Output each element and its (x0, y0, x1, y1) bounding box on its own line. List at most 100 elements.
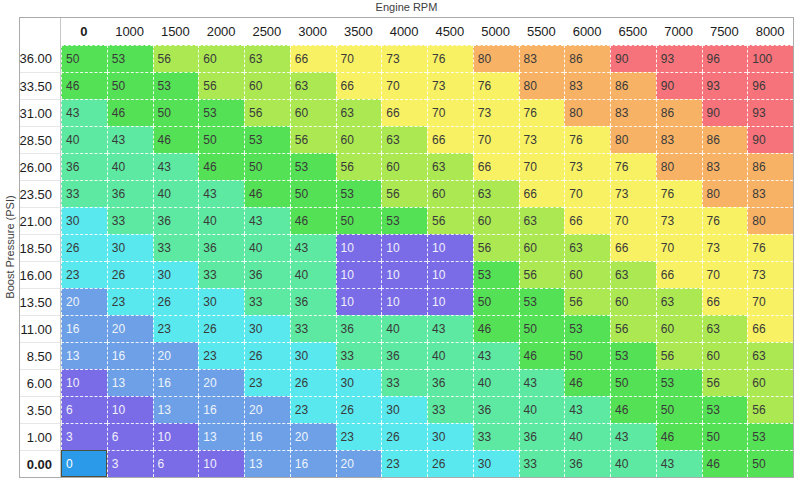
table-cell[interactable]: 80 (473, 45, 519, 72)
col-header-3500[interactable]: 3500 (336, 18, 382, 45)
table-cell[interactable]: 66 (473, 153, 519, 180)
table-cell[interactable]: 46 (198, 153, 244, 180)
table-cell[interactable]: 93 (702, 72, 748, 99)
table-cell[interactable]: 90 (610, 45, 656, 72)
table-cell[interactable]: 56 (473, 234, 519, 261)
table-cell[interactable]: 60 (290, 99, 336, 126)
table-cell[interactable]: 66 (427, 126, 473, 153)
table-cell[interactable]: 23 (244, 369, 290, 396)
table-cell[interactable]: 83 (564, 72, 610, 99)
table-cell[interactable]: 20 (61, 288, 107, 315)
table-cell[interactable]: 36 (336, 315, 382, 342)
table-cell[interactable]: 56 (290, 126, 336, 153)
table-cell[interactable]: 40 (107, 153, 153, 180)
table-cell[interactable]: 53 (610, 342, 656, 369)
table-cell[interactable]: 36 (381, 342, 427, 369)
table-cell[interactable]: 13 (153, 396, 199, 423)
table-cell[interactable]: 56 (336, 153, 382, 180)
table-cell[interactable]: 43 (473, 342, 519, 369)
table-cell[interactable]: 16 (61, 315, 107, 342)
table-cell[interactable]: 73 (427, 72, 473, 99)
table-cell[interactable]: 40 (244, 234, 290, 261)
table-cell[interactable]: 33 (198, 261, 244, 288)
table-cell[interactable]: 53 (564, 315, 610, 342)
table-cell[interactable]: 70 (427, 99, 473, 126)
table-cell[interactable]: 30 (381, 396, 427, 423)
table-cell[interactable]: 43 (244, 207, 290, 234)
table-cell[interactable]: 66 (702, 288, 748, 315)
table-cell[interactable]: 73 (519, 126, 565, 153)
table-cell[interactable]: 53 (107, 45, 153, 72)
table-cell[interactable]: 76 (427, 45, 473, 72)
table-cell[interactable]: 66 (336, 72, 382, 99)
table-cell[interactable]: 33 (153, 234, 199, 261)
row-header-33.50[interactable]: 33.50 (20, 72, 61, 99)
table-cell[interactable]: 43 (61, 99, 107, 126)
col-header-3000[interactable]: 3000 (290, 18, 336, 45)
table-cell[interactable]: 60 (427, 180, 473, 207)
table-cell[interactable]: 43 (656, 450, 702, 477)
table-cell[interactable]: 70 (702, 261, 748, 288)
table-cell[interactable]: 93 (656, 45, 702, 72)
col-header-1500[interactable]: 1500 (153, 18, 199, 45)
table-cell[interactable]: 43 (198, 180, 244, 207)
table-cell[interactable]: 43 (564, 396, 610, 423)
row-header-1.00[interactable]: 1.00 (20, 423, 61, 450)
table-cell[interactable]: 26 (427, 450, 473, 477)
table-cell[interactable]: 10 (107, 396, 153, 423)
table-cell[interactable]: 73 (610, 180, 656, 207)
table-cell[interactable]: 33 (244, 288, 290, 315)
table-cell[interactable]: 40 (519, 396, 565, 423)
table-cell[interactable]: 50 (198, 126, 244, 153)
table-cell[interactable]: 56 (427, 207, 473, 234)
table-cell[interactable]: 80 (702, 180, 748, 207)
table-cell[interactable]: 60 (198, 45, 244, 72)
col-header-7500[interactable]: 7500 (702, 18, 748, 45)
table-cell[interactable]: 46 (107, 99, 153, 126)
table-cell[interactable]: 26 (336, 396, 382, 423)
table-cell[interactable]: 30 (153, 261, 199, 288)
col-header-7000[interactable]: 7000 (656, 18, 702, 45)
table-cell[interactable]: 3 (107, 450, 153, 477)
table-cell[interactable]: 20 (198, 369, 244, 396)
row-header-36.00[interactable]: 36.00 (20, 45, 61, 72)
row-header-0.00[interactable]: 0.00 (20, 450, 61, 477)
table-cell[interactable]: 46 (610, 396, 656, 423)
table-cell[interactable]: 20 (244, 396, 290, 423)
col-header-1000[interactable]: 1000 (107, 18, 153, 45)
col-header-2500[interactable]: 2500 (244, 18, 290, 45)
table-cell[interactable]: 33 (381, 369, 427, 396)
table-cell[interactable]: 56 (153, 45, 199, 72)
table-cell[interactable]: 70 (381, 72, 427, 99)
table-cell[interactable]: 33 (107, 207, 153, 234)
table-cell[interactable]: 30 (244, 315, 290, 342)
table-cell[interactable]: 50 (747, 450, 793, 477)
table-cell[interactable]: 43 (153, 153, 199, 180)
table-cell[interactable]: 76 (519, 99, 565, 126)
table-cell[interactable]: 60 (564, 261, 610, 288)
table-cell[interactable]: 56 (381, 180, 427, 207)
table-cell[interactable]: 10 (153, 423, 199, 450)
table-cell[interactable]: 56 (610, 315, 656, 342)
table-cell[interactable]: 33 (61, 180, 107, 207)
table-cell[interactable]: 50 (107, 72, 153, 99)
table-cell[interactable]: 73 (747, 261, 793, 288)
table-cell[interactable]: 66 (610, 234, 656, 261)
table-cell[interactable]: 83 (747, 180, 793, 207)
table-cell[interactable]: 53 (244, 126, 290, 153)
table-cell[interactable]: 96 (747, 72, 793, 99)
table-cell[interactable]: 10 (427, 234, 473, 261)
table-cell[interactable]: 10 (381, 234, 427, 261)
table-cell[interactable]: 76 (610, 153, 656, 180)
table-cell[interactable]: 73 (473, 99, 519, 126)
table-cell[interactable]: 13 (61, 342, 107, 369)
table-cell[interactable]: 53 (702, 396, 748, 423)
table-cell[interactable]: 73 (564, 153, 610, 180)
col-header-6000[interactable]: 6000 (564, 18, 610, 45)
row-header-8.50[interactable]: 8.50 (20, 342, 61, 369)
row-header-16.00[interactable]: 16.00 (20, 261, 61, 288)
table-cell[interactable]: 36 (244, 261, 290, 288)
table-cell[interactable]: 80 (747, 207, 793, 234)
table-cell[interactable]: 46 (702, 450, 748, 477)
table-cell[interactable]: 10 (381, 261, 427, 288)
